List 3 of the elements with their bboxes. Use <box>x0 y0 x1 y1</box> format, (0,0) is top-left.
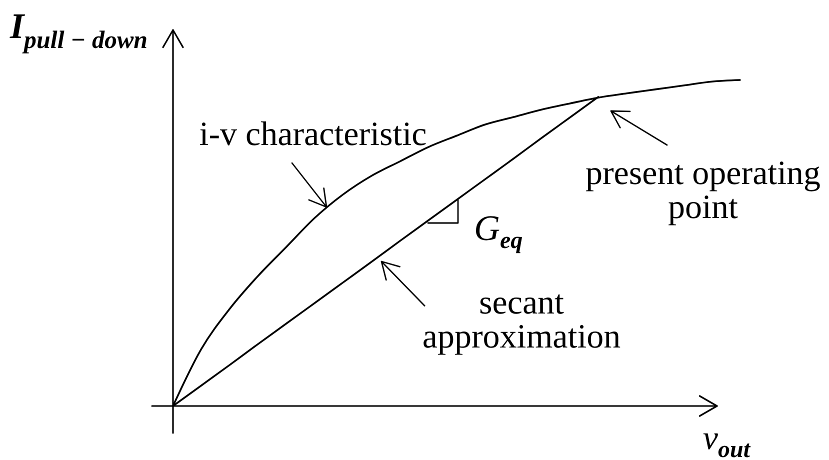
annotation: present operating point <box>585 155 821 226</box>
annotation: secant approximation <box>422 284 621 356</box>
annotation: i-v characteristic <box>199 116 427 153</box>
